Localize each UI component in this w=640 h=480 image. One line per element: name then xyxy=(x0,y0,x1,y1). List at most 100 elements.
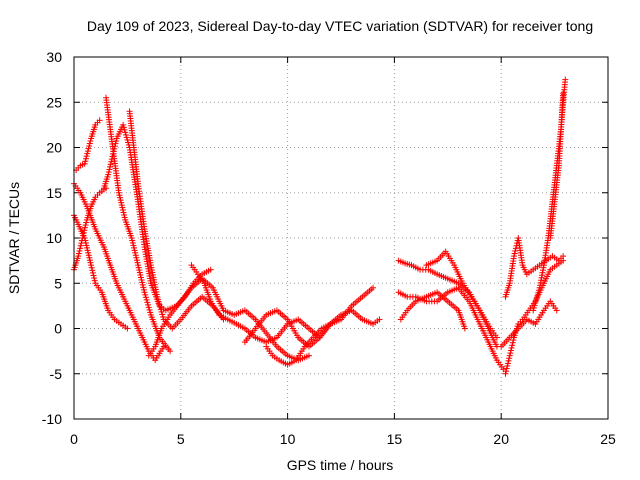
x-tick-labels: 0 5 10 15 20 25 xyxy=(70,431,616,447)
y-tick-label: 5 xyxy=(54,275,62,291)
data-point xyxy=(81,160,88,167)
data-point xyxy=(167,348,174,355)
data-point xyxy=(84,150,91,157)
data-point xyxy=(120,124,127,131)
y-tick-label: 25 xyxy=(46,94,62,110)
data-point xyxy=(96,117,103,124)
data-point xyxy=(82,155,89,162)
data-point xyxy=(560,253,567,260)
data-point xyxy=(535,287,542,294)
data-point xyxy=(534,292,541,299)
data-point xyxy=(503,365,510,372)
x-axis-title: GPS time / hours xyxy=(287,457,394,473)
data-point xyxy=(121,126,128,133)
data-point xyxy=(506,352,513,359)
data-point xyxy=(142,294,149,301)
series-track-o xyxy=(397,289,468,332)
data-point xyxy=(159,311,166,318)
series-track-s xyxy=(547,76,569,241)
data-point xyxy=(509,339,516,346)
x-tick-label: 5 xyxy=(177,431,185,447)
data-point xyxy=(370,284,377,291)
data-point xyxy=(156,301,163,308)
y-tick-label: 20 xyxy=(46,140,62,156)
series-track-t xyxy=(498,298,560,350)
chart-title: Day 109 of 2023, Sidereal Day-to-day VTE… xyxy=(87,18,593,34)
data-point xyxy=(88,262,95,269)
x-tick-label: 10 xyxy=(280,431,296,447)
data-point xyxy=(122,129,129,136)
data-point xyxy=(504,360,511,367)
data-point xyxy=(147,309,154,316)
data-point xyxy=(108,158,115,165)
y-tick-label: 30 xyxy=(46,49,62,65)
data-point xyxy=(78,240,85,247)
data-point xyxy=(530,307,537,314)
data-point xyxy=(75,253,82,260)
data-point xyxy=(506,355,513,362)
data-point xyxy=(125,139,132,146)
data-point xyxy=(157,306,164,313)
data-point xyxy=(503,368,510,375)
data-point xyxy=(512,247,519,254)
data-point xyxy=(160,313,166,320)
data-point xyxy=(531,302,538,309)
data-point xyxy=(507,347,514,354)
data-point xyxy=(78,237,85,244)
data-point xyxy=(305,352,312,359)
data-point xyxy=(120,121,127,128)
data-marks xyxy=(71,76,569,377)
data-point xyxy=(113,138,120,145)
data-point xyxy=(81,227,88,234)
data-point xyxy=(80,229,87,236)
data-point xyxy=(122,131,129,138)
plot-frame xyxy=(73,56,609,420)
data-point xyxy=(376,316,383,323)
data-point xyxy=(124,136,131,143)
data-point xyxy=(91,275,98,282)
series-track-b xyxy=(71,212,131,332)
data-point xyxy=(505,357,512,364)
data-point xyxy=(76,247,83,254)
series-track-n xyxy=(423,248,500,350)
data-point xyxy=(553,307,560,314)
data-point xyxy=(86,140,93,147)
data-point xyxy=(82,222,89,229)
data-point xyxy=(88,264,95,271)
data-point xyxy=(207,266,214,273)
y-axis-title: SDTVAR / TECUs xyxy=(6,182,22,294)
data-point xyxy=(533,294,540,301)
data-point xyxy=(504,362,511,369)
data-point xyxy=(145,304,152,311)
data-point xyxy=(89,269,96,276)
data-point xyxy=(511,250,518,257)
series-track-j xyxy=(241,307,383,350)
data-point xyxy=(79,235,86,241)
data-point xyxy=(155,296,162,303)
data-point xyxy=(155,298,162,305)
data-point xyxy=(144,299,151,306)
x-tick-label: 0 xyxy=(70,431,78,447)
x-tick-label: 25 xyxy=(600,431,616,447)
data-point xyxy=(145,301,152,308)
data-point xyxy=(90,272,97,279)
data-point xyxy=(146,306,153,313)
data-point xyxy=(107,161,114,168)
series-track-k xyxy=(263,320,334,368)
data-point xyxy=(81,224,88,231)
data-point xyxy=(327,320,334,327)
data-point xyxy=(157,303,164,310)
data-point xyxy=(508,344,515,351)
data-point xyxy=(75,250,82,257)
data-point xyxy=(87,137,94,144)
data-point xyxy=(77,242,84,249)
x-tick-label: 15 xyxy=(387,431,403,447)
data-point xyxy=(507,350,514,357)
data-point xyxy=(154,293,161,300)
data-point xyxy=(84,148,91,155)
y-tick-label: 0 xyxy=(54,321,62,337)
data-point xyxy=(141,289,148,296)
data-point xyxy=(91,277,98,284)
data-point xyxy=(124,325,131,332)
